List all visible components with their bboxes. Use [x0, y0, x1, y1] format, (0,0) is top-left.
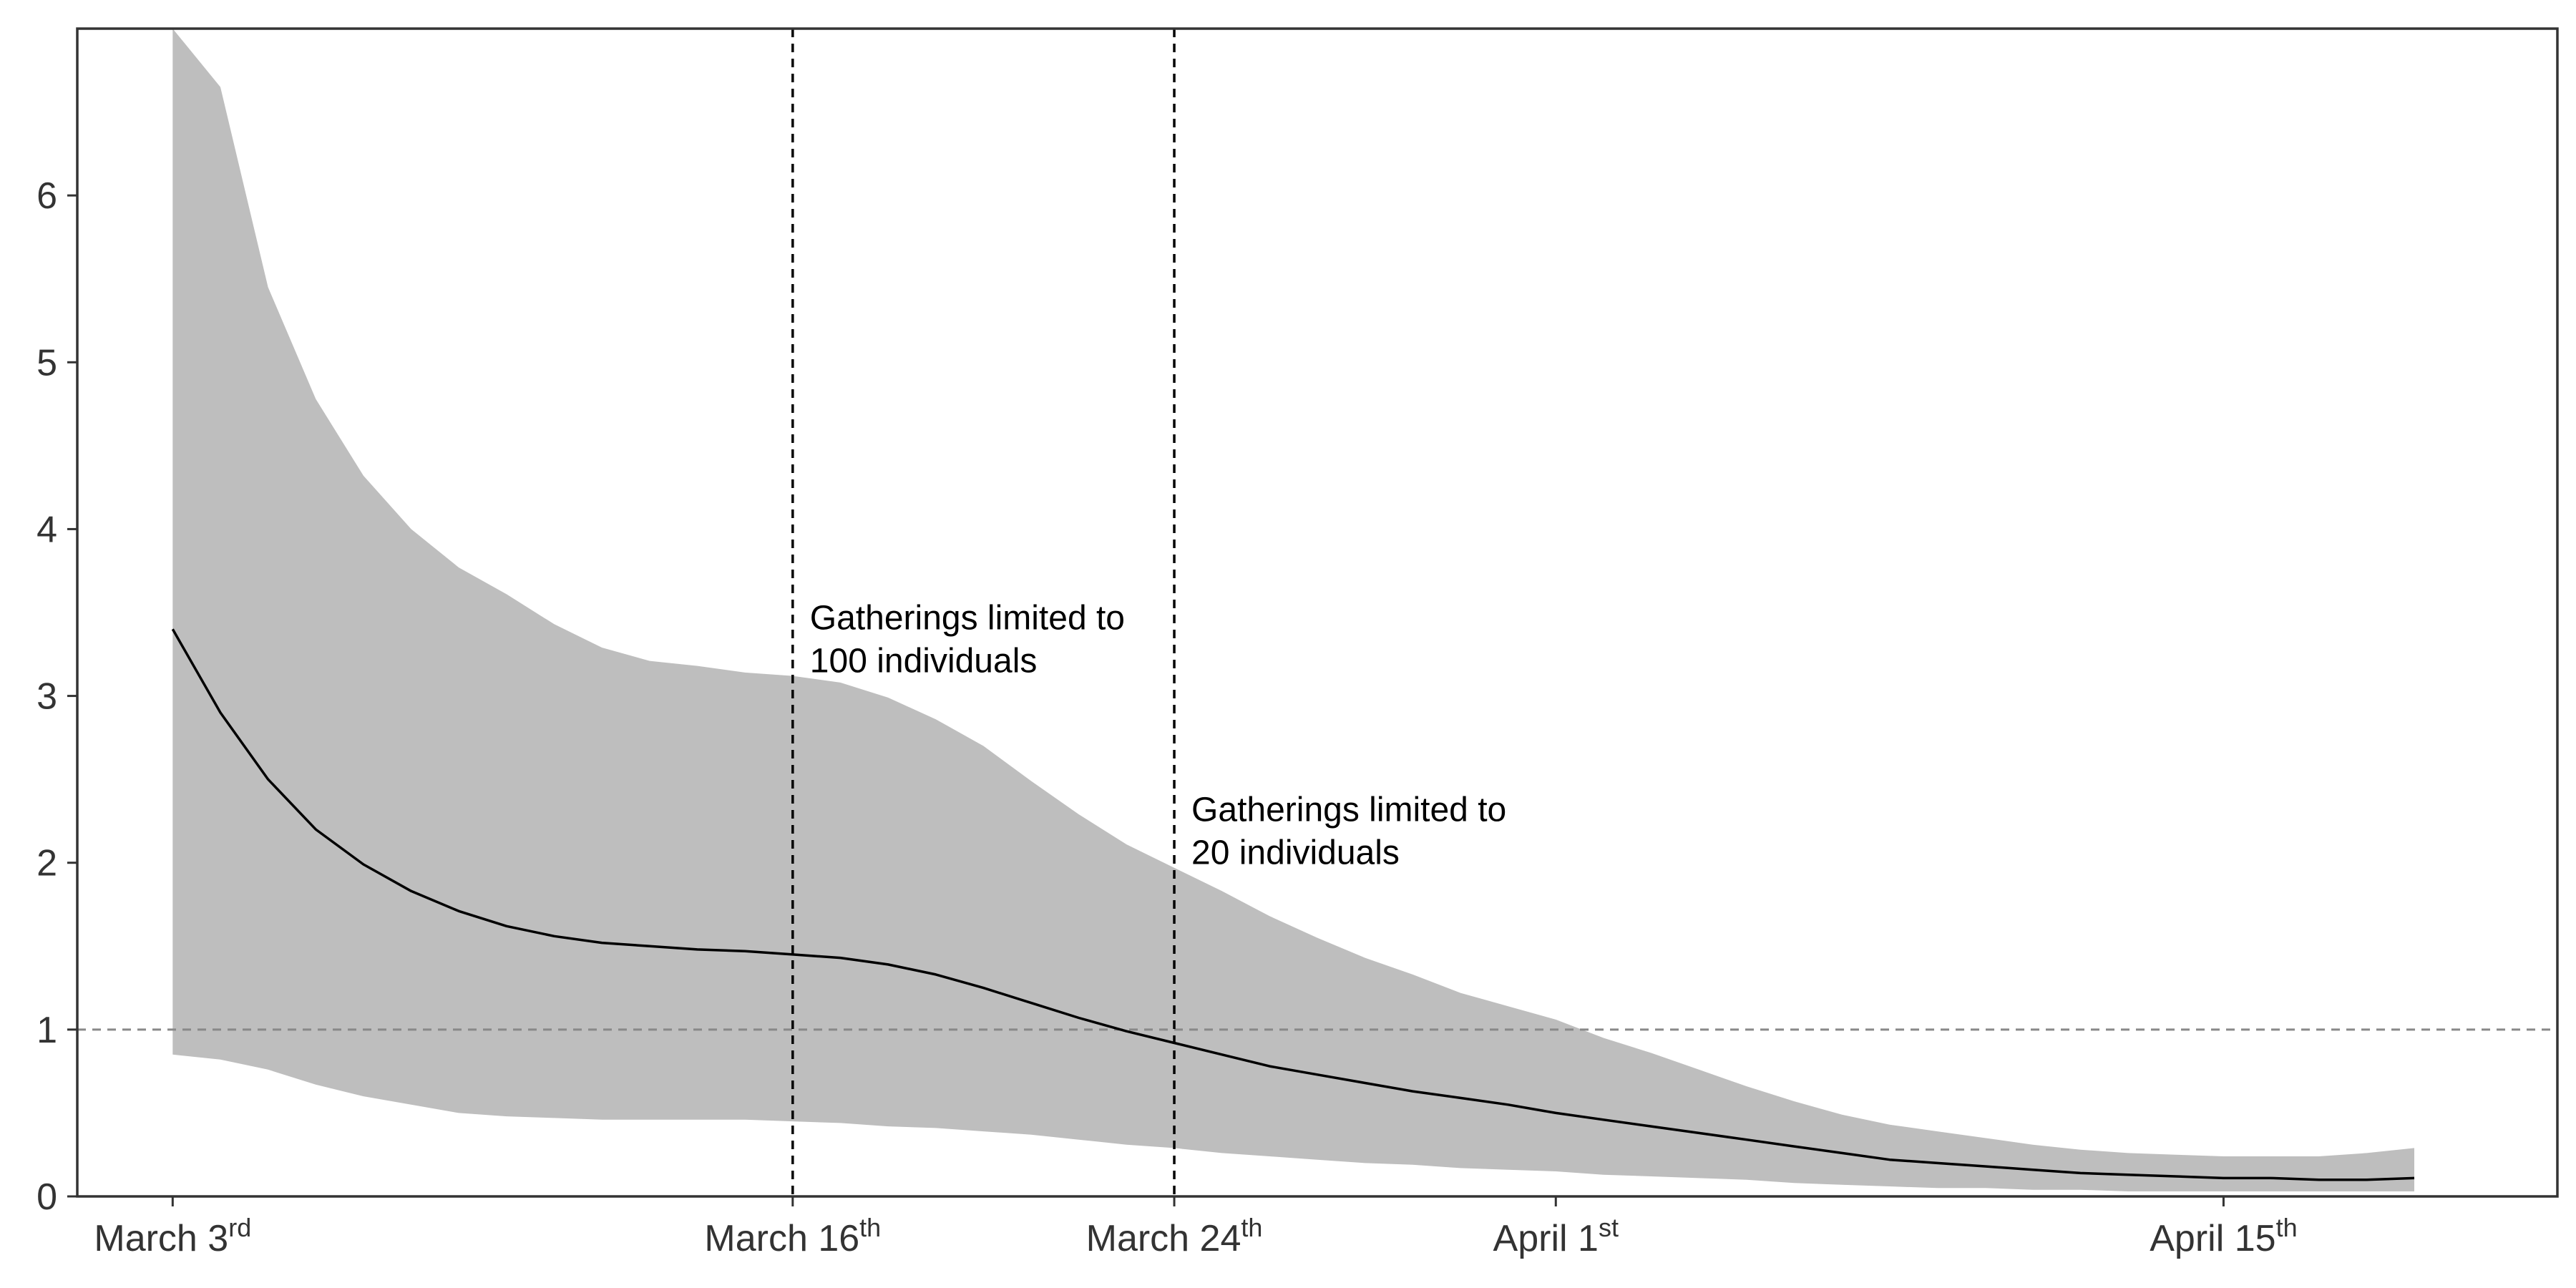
annotation-line: 100 individuals: [810, 642, 1038, 680]
x-tick-label-suffix: rd: [228, 1213, 251, 1242]
x-tick-label: April 15th: [2150, 1213, 2297, 1259]
plot-frame: [76, 27, 2559, 1198]
x-tick-label-main: March 24: [1086, 1218, 1241, 1259]
annotation-line: Gatherings limited to: [810, 599, 1125, 637]
confidence-band-layer: [172, 29, 2414, 1191]
y-tick-label: 2: [36, 843, 57, 884]
intervention-annotation: Gatherings limited to 100 individuals: [810, 599, 1125, 680]
x-axis: March 3rd March 16th March 24th April 1st Ap…: [94, 1196, 2298, 1259]
y-tick-label: 5: [36, 342, 57, 384]
x-tick-label: March 16th: [704, 1213, 881, 1259]
plot-frame-layer: [76, 27, 2559, 1198]
x-tick-label: April 1st: [1493, 1213, 1619, 1259]
y-tick-label: 6: [36, 175, 57, 217]
intervention-annotation: Gatherings limited to 20 individuals: [1191, 791, 1506, 872]
x-tick-label-main: April 15: [2150, 1218, 2275, 1259]
annotation-line: Gatherings limited to: [1191, 791, 1506, 829]
x-tick-label-main: March 16: [704, 1218, 859, 1259]
y-tick-label: 0: [36, 1176, 57, 1218]
x-tick-label-main: March 3: [94, 1218, 228, 1259]
x-tick-label: March 24th: [1086, 1213, 1263, 1259]
x-tick-label-main: April 1: [1493, 1218, 1599, 1259]
y-tick-label: 3: [36, 676, 57, 718]
y-tick-label: 4: [36, 509, 57, 550]
confidence-band: [172, 29, 2414, 1191]
estimate-line-layer: [171, 628, 2415, 1181]
estimate-line: [171, 628, 2415, 1181]
x-tick-label-suffix: th: [859, 1213, 881, 1242]
x-tick-label-suffix: th: [1241, 1213, 1262, 1242]
y-axis: 0 1 2 3 4 5 6: [36, 175, 77, 1218]
x-tick-label-suffix: st: [1599, 1213, 1619, 1242]
annotations-layer: Gatherings limited to 100 individualsGath…: [810, 599, 1506, 872]
x-tick-label: March 3rd: [94, 1213, 251, 1259]
x-tick-label-suffix: th: [2276, 1213, 2298, 1242]
y-tick-label: 1: [36, 1010, 57, 1051]
annotation-line: 20 individuals: [1191, 834, 1400, 872]
